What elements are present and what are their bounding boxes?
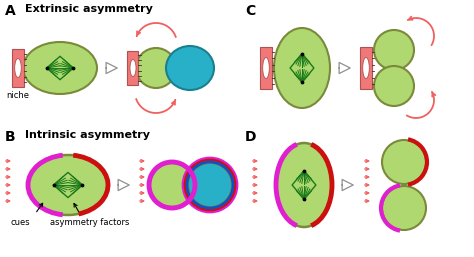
Ellipse shape [130,60,136,77]
Bar [360,47,372,89]
Ellipse shape [166,46,214,90]
Ellipse shape [274,28,330,108]
Text: asymmetry factors: asymmetry factors [50,218,130,227]
Ellipse shape [23,42,97,94]
Text: B: B [5,130,16,144]
Ellipse shape [382,186,426,230]
Text: Extrinsic asymmetry: Extrinsic asymmetry [25,4,153,14]
Ellipse shape [28,155,108,215]
Ellipse shape [374,30,414,70]
Text: niche: niche [7,91,29,100]
Text: A: A [5,4,16,18]
Text: D: D [245,130,256,144]
Text: Intrinsic asymmetry: Intrinsic asymmetry [25,130,150,140]
Bar [260,47,272,89]
Ellipse shape [363,58,369,78]
Ellipse shape [276,143,332,227]
Bar [128,51,138,85]
Ellipse shape [136,48,176,88]
Ellipse shape [150,163,194,207]
Ellipse shape [188,163,232,207]
Text: cues: cues [10,218,30,227]
Text: C: C [245,4,255,18]
Ellipse shape [263,58,269,78]
Ellipse shape [382,140,426,184]
Ellipse shape [374,66,414,106]
Bar [12,49,24,87]
Ellipse shape [15,59,21,78]
